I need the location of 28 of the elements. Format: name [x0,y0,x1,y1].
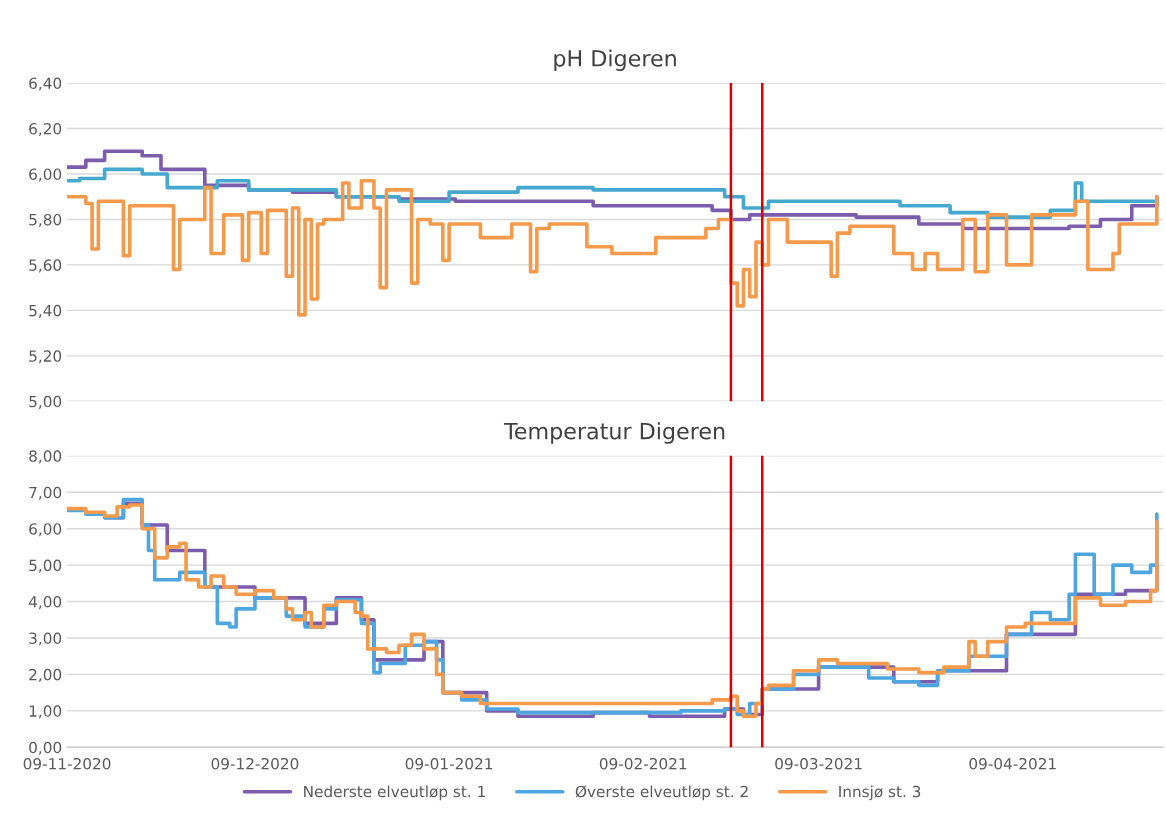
y-tick-label: 6,00 [29,168,62,182]
y-tick-label: 5,60 [29,259,62,273]
y-tick-label: 2,00 [29,668,62,682]
y-tick-label: 6,40 [29,77,62,91]
x-tick-label: 09-02-2021 [599,757,687,770]
legend-label: Innsjø st. 3 [839,785,921,801]
y-tick-label: 1,00 [29,705,62,719]
y-tick-label: 5,00 [29,395,62,409]
y-tick-label: 0,00 [29,741,62,755]
y-tick-label: 5,00 [29,559,62,573]
x-tick-label: 09-11-2020 [23,757,111,770]
x-tick-label: 09-01-2021 [405,757,493,770]
y-tick-label: 7,00 [29,486,62,500]
legend-label: Nederste elveutløp st. 1 [304,785,485,801]
x-tick-label: 09-12-2020 [211,757,299,770]
legend-label: Øverste elveutløp st. 2 [575,785,748,801]
y-tick-label: 3,00 [29,632,62,646]
y-tick-label: 5,40 [29,304,62,318]
chart-title: Temperatur Digeren [503,422,725,444]
y-tick-label: 6,20 [29,122,62,137]
y-tick-label: 4,00 [28,596,62,610]
y-tick-label: 5,80 [29,213,62,228]
x-tick-label: 09-03-2021 [775,757,862,770]
y-tick-label: 5,20 [29,350,62,364]
y-tick-label: 8,00 [29,450,62,464]
x-tick-label: 09-04-2021 [969,757,1056,770]
chart-title: pH Digeren [554,49,676,71]
y-tick-label: 6,00 [29,523,62,537]
